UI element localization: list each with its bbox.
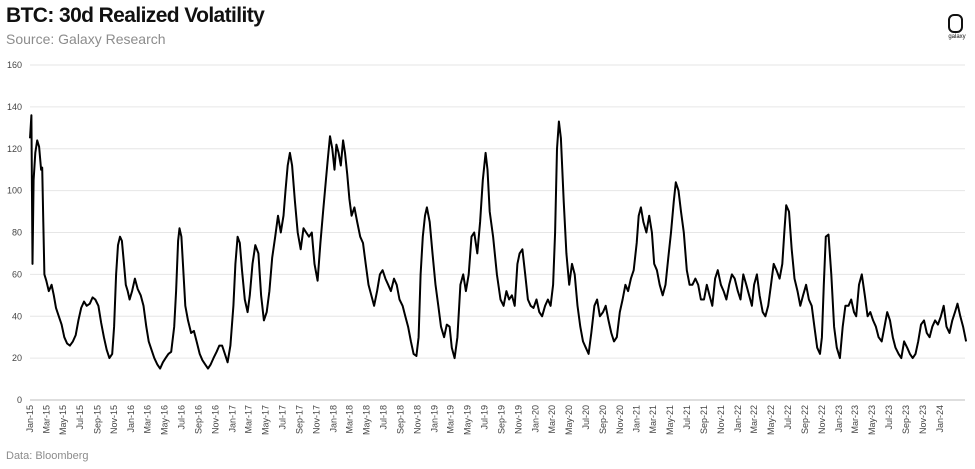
y-tick-label: 40: [12, 311, 22, 321]
x-tick-label: Nov-18: [413, 405, 423, 434]
x-tick-label: Jul-20: [581, 405, 591, 430]
y-tick-label: 160: [7, 60, 22, 70]
x-tick-label: Sep-21: [699, 405, 709, 434]
x-tick-label: Mar-16: [143, 405, 153, 434]
logo-mark: [948, 14, 963, 33]
x-tick-label: Jul-22: [783, 405, 793, 430]
x-tick-label: May-18: [362, 405, 372, 435]
logo-wordmark: galaxy: [948, 34, 966, 40]
x-tick-label: Sep-18: [396, 405, 406, 434]
x-tick-label: Nov-15: [109, 405, 119, 434]
x-tick-label: Jan-21: [632, 405, 642, 433]
y-tick-label: 120: [7, 144, 22, 154]
x-tick-label: Sep-20: [598, 405, 608, 434]
chart-subtitle: Source: Galaxy Research: [6, 31, 166, 47]
x-tick-label: May-20: [564, 405, 574, 435]
x-tick-label: Jul-17: [277, 405, 287, 430]
x-tick-label: Jan-16: [126, 405, 136, 433]
y-tick-label: 60: [12, 269, 22, 279]
x-tick-label: Jul-15: [75, 405, 85, 430]
x-tick-label: Sep-23: [901, 405, 911, 434]
x-tick-label: May-15: [58, 405, 68, 435]
x-tick-label: Jan-15: [25, 405, 35, 433]
x-tick-label: Mar-20: [547, 405, 557, 434]
x-tick-label: Nov-20: [615, 405, 625, 434]
x-tick-label: Jul-19: [479, 405, 489, 430]
x-tick-label: May-17: [261, 405, 271, 435]
x-tick-label: Mar-18: [345, 405, 355, 434]
x-tick-label: Jan-19: [429, 405, 439, 433]
data-source-footer: Data: Bloomberg: [6, 450, 89, 462]
x-tick-label: May-19: [463, 405, 473, 435]
y-tick-label: 80: [12, 228, 22, 238]
y-axis-ticks: 0 20 40 60 80 100 120 140 160: [7, 60, 22, 405]
x-tick-label: Jul-23: [884, 405, 894, 430]
y-tick-label: 100: [7, 186, 22, 196]
x-tick-label: Jan-20: [530, 405, 540, 433]
x-tick-label: Jan-23: [834, 405, 844, 433]
x-tick-label: Nov-22: [817, 405, 827, 434]
x-tick-label: Sep-16: [194, 405, 204, 434]
x-tick-label: Mar-15: [41, 405, 51, 434]
x-tick-label: May-22: [766, 405, 776, 435]
galaxy-logo-icon: galaxy: [943, 12, 971, 44]
y-tick-label: 140: [7, 102, 22, 112]
x-tick-label: Nov-21: [716, 405, 726, 434]
x-tick-label: Jul-16: [176, 405, 186, 430]
y-tick-label: 0: [17, 395, 22, 405]
x-tick-label: May-23: [867, 405, 877, 435]
x-tick-label: May-21: [665, 405, 675, 435]
x-tick-label: Sep-17: [295, 405, 305, 434]
y-tick-label: 20: [12, 353, 22, 363]
x-tick-label: Mar-17: [244, 405, 254, 434]
x-tick-label: Jan-17: [227, 405, 237, 433]
chart-gridlines: [30, 64, 965, 401]
x-tick-label: Nov-16: [210, 405, 220, 434]
x-axis-ticks: Jan-15 Mar-15 May-15 Jul-15 Sep-15 Nov-15 Jan-…: [25, 405, 945, 435]
x-tick-label: Nov-19: [514, 405, 524, 434]
x-tick-label: Sep-19: [497, 405, 507, 434]
chart-series: [29, 114, 968, 370]
x-tick-label: Mar-23: [850, 405, 860, 434]
x-tick-label: Sep-22: [800, 405, 810, 434]
x-tick-label: Mar-19: [446, 405, 456, 434]
x-tick-label: Jan-22: [733, 405, 743, 433]
x-tick-label: Nov-23: [918, 405, 928, 434]
series-line-volatility: [29, 114, 968, 370]
x-tick-label: Jul-18: [378, 405, 388, 430]
x-tick-label: May-16: [160, 405, 170, 435]
x-tick-label: Mar-21: [648, 405, 658, 434]
chart-title: BTC: 30d Realized Volatility: [6, 4, 265, 27]
x-tick-label: Sep-15: [92, 405, 102, 434]
x-tick-label: Mar-22: [749, 405, 759, 434]
x-tick-label: Jan-24: [935, 405, 945, 433]
x-tick-label: Jul-21: [682, 405, 692, 430]
x-tick-label: Jan-18: [328, 405, 338, 433]
x-tick-label: Nov-17: [311, 405, 321, 434]
